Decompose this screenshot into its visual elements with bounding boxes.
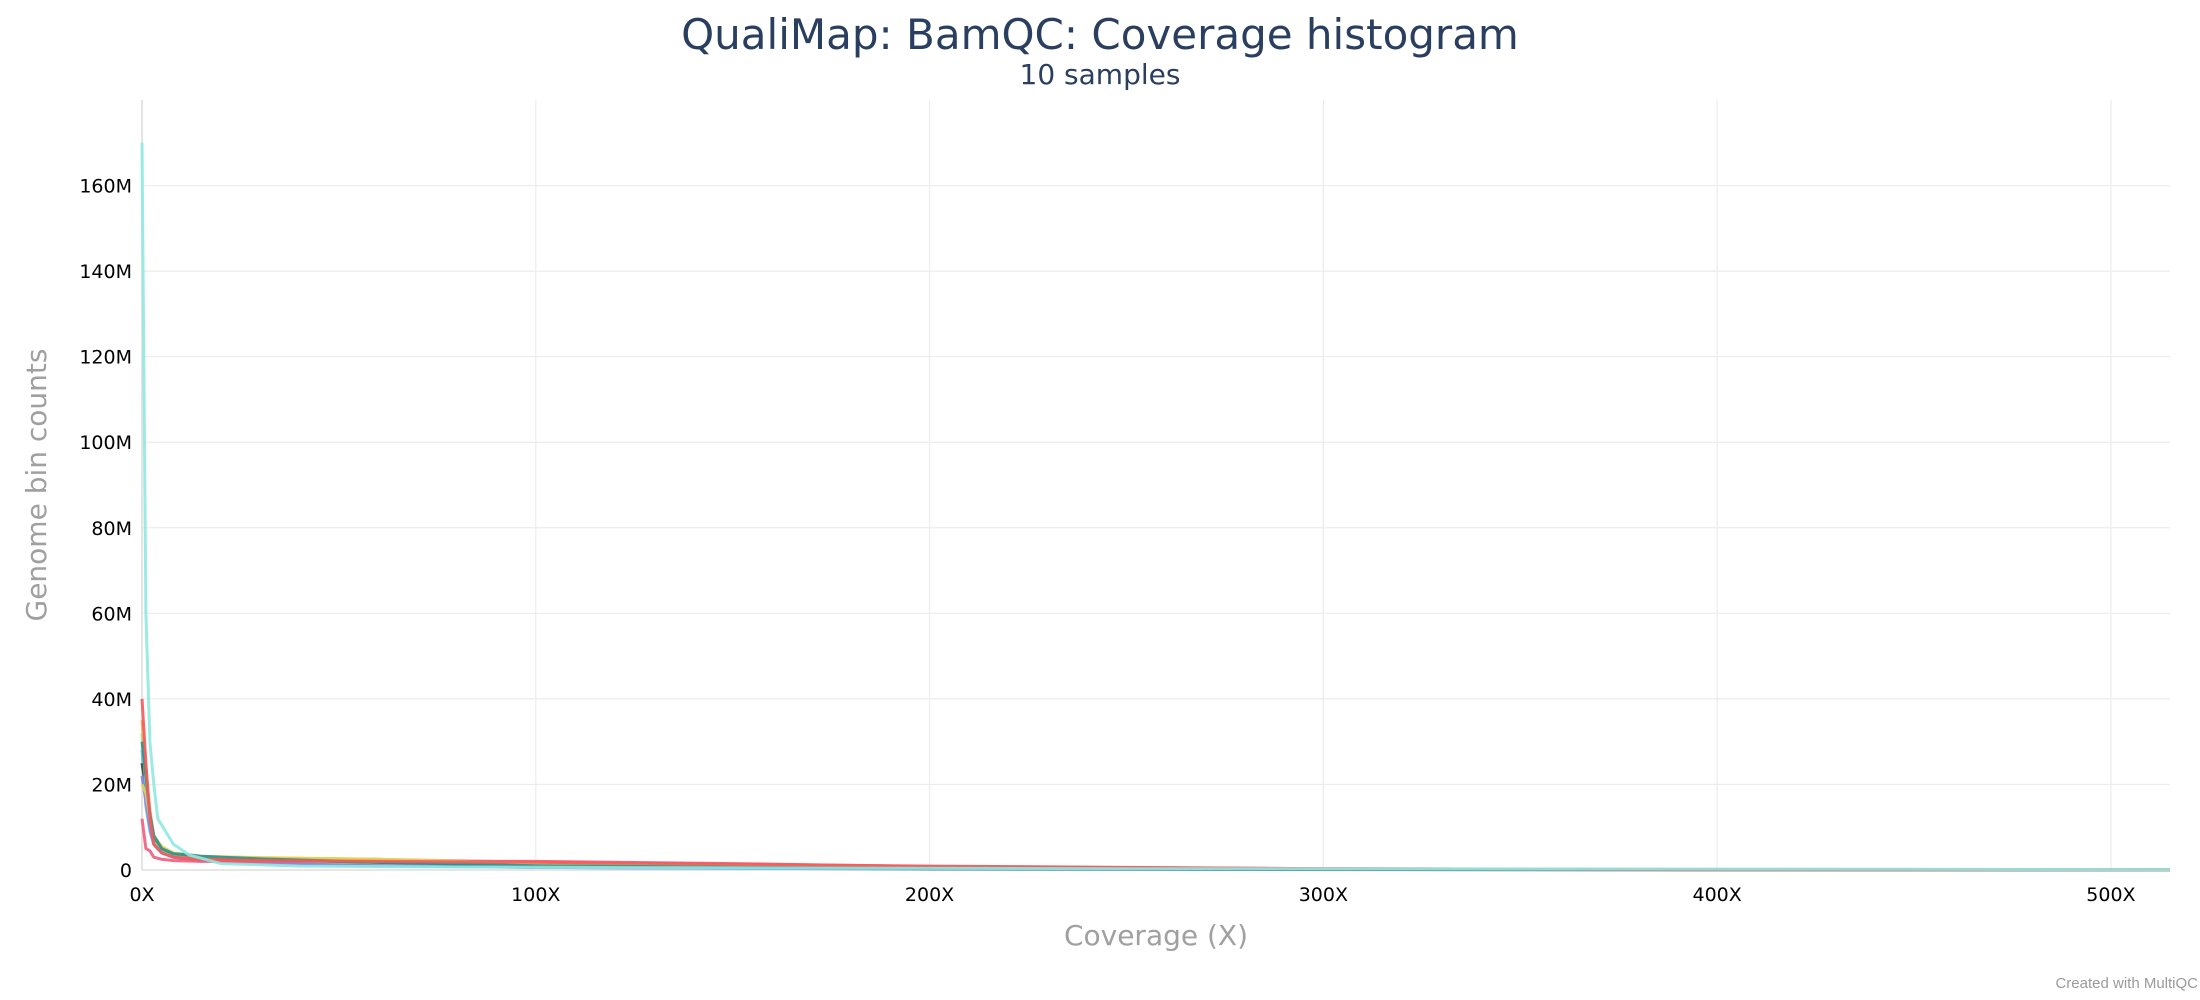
x-axis-title: Coverage (X) bbox=[1064, 919, 1248, 952]
y-tick-label: 20M bbox=[91, 774, 132, 796]
y-tick-label: 80M bbox=[91, 518, 132, 540]
series-line-3[interactable] bbox=[140, 732, 2171, 872]
multiqc-credit[interactable]: Created with MultiQC bbox=[2055, 975, 2198, 992]
x-tick-label: 400X bbox=[1693, 884, 1742, 906]
x-tick-label: 500X bbox=[2086, 884, 2135, 906]
y-tick-label: 40M bbox=[91, 689, 132, 711]
y-tick-label: 0 bbox=[120, 860, 132, 882]
y-tick-label: 160M bbox=[79, 176, 132, 198]
series-line-10[interactable] bbox=[140, 142, 2171, 872]
grid-lines bbox=[141, 100, 2170, 871]
series-lines[interactable] bbox=[140, 142, 2171, 872]
y-tick-label: 120M bbox=[79, 347, 132, 369]
series-line-7[interactable] bbox=[140, 783, 2171, 872]
chart-title: QualiMap: BamQC: Coverage histogram bbox=[681, 10, 1519, 59]
x-tick-label: 100X bbox=[511, 884, 560, 906]
x-axis-ticks: 0X 100X 200X 300X 400X 500X bbox=[129, 884, 2135, 906]
y-axis-ticks: 0 20M 40M 60M 80M 100M 120M 140M 160M bbox=[79, 176, 132, 882]
y-tick-label: 60M bbox=[91, 603, 132, 625]
series-line-1[interactable] bbox=[140, 750, 2171, 872]
chart-subtitle: 10 samples bbox=[1019, 58, 1181, 91]
y-axis-title: Genome bin counts bbox=[20, 349, 53, 622]
x-tick-label: 0X bbox=[129, 884, 154, 906]
y-tick-label: 140M bbox=[79, 261, 132, 283]
x-tick-label: 300X bbox=[1299, 884, 1348, 906]
series-line-4[interactable] bbox=[140, 720, 2171, 872]
series-line-2[interactable] bbox=[140, 762, 2171, 872]
series-line-8[interactable] bbox=[140, 741, 2171, 872]
x-tick-label: 200X bbox=[905, 884, 954, 906]
y-tick-label: 100M bbox=[79, 432, 132, 454]
series-line-5[interactable] bbox=[140, 775, 2171, 872]
